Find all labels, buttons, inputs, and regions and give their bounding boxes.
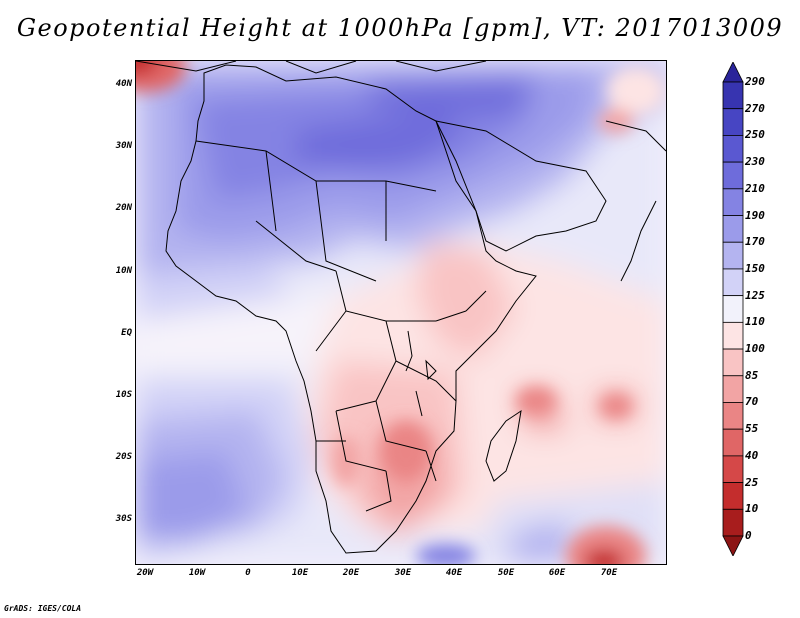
- colorbar-label: 25: [745, 475, 759, 489]
- colorbar-label: 210: [745, 181, 765, 195]
- colorbar-label: 70: [745, 395, 759, 409]
- colorbar-swatch: [722, 321, 744, 350]
- colorbar-label: 100: [745, 342, 765, 356]
- colorbar-swatch: [722, 108, 744, 136]
- grads-credit: GrADS: IGES/COLA: [4, 604, 82, 613]
- colorbar-label: 40: [745, 448, 759, 462]
- lon-label-10e: 10E: [291, 568, 309, 578]
- colorbar-label: 55: [745, 422, 759, 436]
- lat-label-30s: 30S: [115, 514, 132, 524]
- colorbar-bottom-arrow: [722, 535, 744, 556]
- colorbar-swatch: [722, 81, 744, 110]
- lat-label-20s: 20S: [115, 452, 132, 462]
- colorbar-swatch: [722, 508, 744, 537]
- lon-label-50e: 50E: [497, 568, 515, 578]
- colorbar: [722, 62, 744, 556]
- colorbar-swatch: [722, 268, 744, 297]
- colorbar-label: 190: [745, 208, 765, 222]
- coastlines: [136, 61, 666, 554]
- lat-label-20n: 20N: [115, 203, 132, 213]
- lat-label-30n: 30N: [115, 141, 132, 151]
- colorbar-swatch: [722, 295, 744, 323]
- colorbar-label: 85: [745, 368, 759, 382]
- colorbar-top-arrow: [722, 62, 744, 83]
- lon-label-20e: 20E: [342, 568, 360, 578]
- colorbar-swatch: [722, 188, 744, 216]
- colorbar-label: 150: [745, 261, 765, 275]
- colorbar-swatch: [722, 375, 744, 403]
- lon-label-30e: 30E: [394, 568, 412, 578]
- lon-label-10w: 10W: [188, 568, 206, 578]
- colorbar-swatch: [722, 135, 744, 163]
- lat-label-40n: 40N: [115, 79, 132, 89]
- colorbar-label: 125: [745, 288, 765, 302]
- colorbar-label: 270: [745, 101, 765, 115]
- colorbar-swatch: [722, 215, 744, 243]
- colorbar-swatch: [722, 402, 744, 430]
- colorbar-label: 230: [745, 155, 765, 169]
- lat-label-10n: 10N: [115, 266, 132, 276]
- colorbar-label: 290: [745, 75, 765, 88]
- colorbar-label: 0: [745, 529, 752, 542]
- colorbar-label: 170: [745, 235, 765, 249]
- lon-label-60e: 60E: [548, 568, 566, 578]
- colorbar-swatch: [722, 348, 744, 377]
- lon-label-20w: 20W: [136, 568, 154, 578]
- colorbar-label: 10: [745, 502, 759, 516]
- colorbar-label: 110: [745, 315, 765, 329]
- colorbar-label: 250: [745, 128, 765, 142]
- lat-label-eq: EQ: [121, 328, 132, 338]
- colorbar-swatch: [722, 161, 744, 190]
- geopotential-field: [136, 61, 666, 564]
- lat-label-10s: 10S: [115, 390, 132, 400]
- colorbar-swatch: [722, 241, 744, 270]
- lon-label-40e: 40E: [445, 568, 463, 578]
- lon-label-0: 0: [245, 568, 251, 578]
- colorbar-swatch: [722, 428, 744, 457]
- lon-label-70e: 70E: [600, 568, 618, 578]
- map-plot-area[interactable]: [135, 60, 667, 565]
- map-title: Geopotential Height at 1000hPa [gpm], VT…: [16, 14, 784, 42]
- colorbar-swatch: [722, 482, 744, 510]
- colorbar-swatch: [722, 455, 744, 483]
